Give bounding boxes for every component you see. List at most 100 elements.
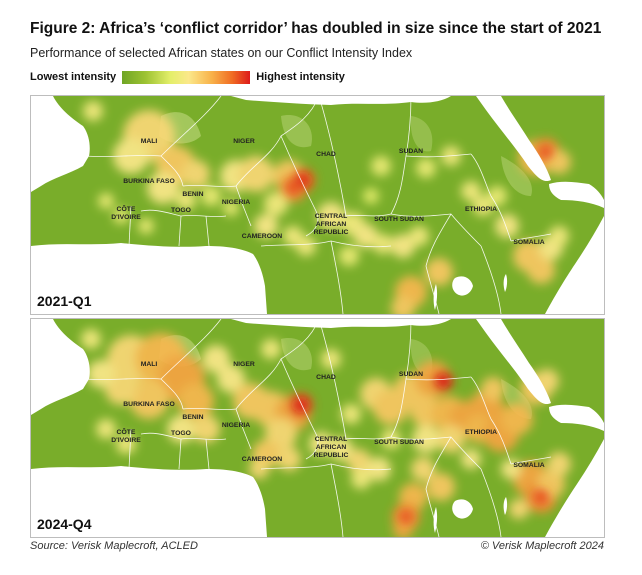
country-label-nigeria: NIGERIA	[222, 199, 250, 206]
sea-area	[231, 319, 451, 328]
conflict-hotspot	[182, 160, 210, 188]
copyright-note: © Verisk Maplecroft 2024	[480, 540, 604, 552]
legend-high-label: Highest intensity	[256, 71, 345, 83]
conflict-hotspot-core	[539, 145, 553, 159]
country-label-car-2: AFRICAN	[316, 444, 347, 451]
conflict-hotspot	[217, 365, 245, 393]
conflict-hotspot	[254, 214, 278, 238]
conflict-hotspot	[167, 415, 195, 443]
conflict-hotspot	[296, 236, 316, 256]
country-label-somalia: SOMALIA	[513, 239, 544, 246]
pale-region	[281, 115, 312, 148]
country-border	[490, 418, 512, 465]
conflict-hotspot	[381, 429, 401, 449]
lake	[503, 497, 508, 515]
sea-area	[476, 96, 551, 182]
country-label-ethiopia: ETHIOPIA	[465, 429, 497, 436]
lake	[433, 284, 438, 310]
country-label-somalia: SOMALIA	[513, 462, 544, 469]
country-label-togo: TOGO	[171, 430, 191, 437]
map-panel-2024-q4: MALI NIGER CHAD SUDAN BURKINA FASO BENIN TOGO N…	[30, 318, 605, 538]
country-label-sudan: SUDAN	[399, 148, 423, 155]
conflict-hotspot	[223, 200, 239, 216]
conflict-hotspot	[98, 193, 114, 209]
sea-area	[545, 216, 604, 314]
country-label-mali: MALI	[141, 361, 158, 368]
country-border	[205, 438, 210, 470]
legend-low-label: Lowest intensity	[30, 71, 117, 83]
pale-region	[410, 116, 433, 152]
conflict-hotspot	[317, 202, 345, 230]
country-label-benin: BENIN	[182, 414, 203, 421]
conflict-heat-layer	[83, 101, 571, 314]
conflict-hotspot	[261, 339, 281, 359]
country-border	[180, 215, 227, 217]
map-panel-2021-q1: MALI NIGER CHAD SUDAN BURKINA FASO BENIN TOGO N…	[30, 95, 605, 315]
conflict-hotspot	[371, 156, 391, 176]
country-border	[128, 428, 132, 470]
country-label-togo: TOGO	[171, 207, 191, 214]
country-border	[140, 432, 182, 440]
conflict-hotspot	[147, 172, 179, 204]
country-label-car-1: CENTRAL	[315, 436, 347, 443]
conflict-hotspot	[321, 349, 341, 369]
sea-area	[31, 96, 90, 192]
conflict-hotspot	[113, 208, 129, 224]
country-border	[182, 96, 320, 187]
conflict-hotspot-core	[286, 181, 300, 195]
conflict-hotspot	[192, 415, 220, 443]
sea-area	[549, 181, 604, 208]
country-border	[510, 233, 552, 242]
conflict-hotspot	[509, 499, 529, 519]
conflict-hotspot	[501, 459, 521, 479]
conflict-hotspot	[437, 425, 465, 453]
conflict-hotspot-core	[399, 510, 413, 524]
country-label-south-sudan: SOUTH SUDAN	[374, 216, 424, 223]
conflict-hotspot	[87, 360, 115, 388]
pale-region	[281, 338, 312, 371]
lake	[433, 507, 438, 533]
country-label-south-sudan: SOUTH SUDAN	[374, 439, 424, 446]
panel-period-label: 2024-Q4	[37, 516, 92, 532]
country-border	[480, 468, 502, 537]
country-border	[182, 319, 320, 410]
country-label-car-2: AFRICAN	[316, 221, 347, 228]
country-label-nigeria: NIGERIA	[222, 422, 250, 429]
source-note: Source: Verisk Maplecroft, ACLED	[30, 540, 198, 552]
country-border	[425, 488, 440, 537]
conflict-hotspot	[351, 469, 371, 489]
conflict-hotspot	[341, 404, 361, 424]
country-label-sudan: SUDAN	[399, 371, 423, 378]
country-border	[318, 319, 347, 440]
country-border	[280, 135, 319, 237]
figure-subtitle: Performance of selected African states o…	[30, 46, 413, 60]
lake	[452, 276, 473, 296]
conflict-hotspot	[495, 214, 519, 238]
country-border	[160, 96, 222, 157]
conflict-hotspot	[547, 452, 571, 476]
conflict-hotspot	[409, 226, 429, 246]
conflict-hotspot	[549, 226, 569, 246]
conflict-hotspot	[116, 434, 136, 454]
country-border	[330, 240, 344, 314]
country-label-benin: BENIN	[182, 191, 203, 198]
conflict-hotspot	[393, 519, 413, 537]
conflict-hotspot-core	[295, 399, 307, 411]
sea-area	[549, 404, 604, 431]
sea-area	[31, 319, 90, 415]
country-label-cote-divoire-1: CÔTE	[117, 427, 136, 436]
conflict-hotspot	[83, 101, 103, 121]
conflict-hotspot	[129, 379, 169, 419]
conflict-hotspot	[329, 437, 353, 461]
conflict-hotspot	[527, 256, 555, 284]
conflict-hotspot	[339, 246, 359, 266]
conflict-hotspot-core	[297, 174, 309, 186]
africa-map: MALI NIGER CHAD SUDAN BURKINA FASO BENIN TOGO N…	[31, 319, 604, 537]
country-label-car-1: CENTRAL	[315, 213, 347, 220]
conflict-hotspot	[138, 218, 154, 234]
country-border	[85, 155, 184, 187]
conflict-hotspot-core	[438, 376, 448, 386]
pale-region	[501, 156, 532, 196]
country-border	[140, 209, 182, 217]
conflict-hotspot	[487, 186, 507, 206]
